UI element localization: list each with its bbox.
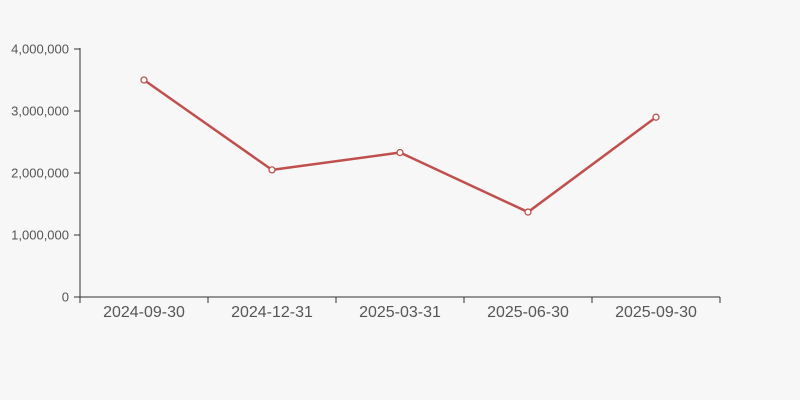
- x-axis-tick-label: 2025-09-30: [615, 304, 697, 321]
- y-axis-tick-label: 4,000,000: [11, 42, 69, 57]
- data-point-marker: [652, 113, 660, 121]
- data-point-marker: [140, 76, 148, 84]
- x-axis: 2024-09-30 2024-12-31 2025-03-31 2025-06-30…: [79, 296, 721, 321]
- x-axis-tick-label: 2024-09-30: [103, 304, 185, 321]
- y-axis-tick-label: 1,000,000: [11, 228, 69, 243]
- y-axis-tick-label: 3,000,000: [11, 104, 69, 119]
- x-axis-tick-label: 2025-03-31: [359, 304, 441, 321]
- data-point-marker: [396, 148, 404, 157]
- x-axis-tick-label: 2025-06-30: [487, 304, 569, 321]
- data-series: [140, 76, 660, 216]
- x-axis-tick-label: 2024-12-31: [231, 304, 313, 321]
- data-point-marker: [524, 208, 532, 216]
- y-axis: 0 1,000,000 2,000,000 3,000,000 4,000,000: [11, 42, 81, 305]
- y-axis-tick-label: 0: [62, 290, 69, 305]
- y-axis-tick-label: 2,000,000: [11, 166, 69, 181]
- data-point-marker: [268, 166, 276, 174]
- series-polyline: [142, 78, 658, 214]
